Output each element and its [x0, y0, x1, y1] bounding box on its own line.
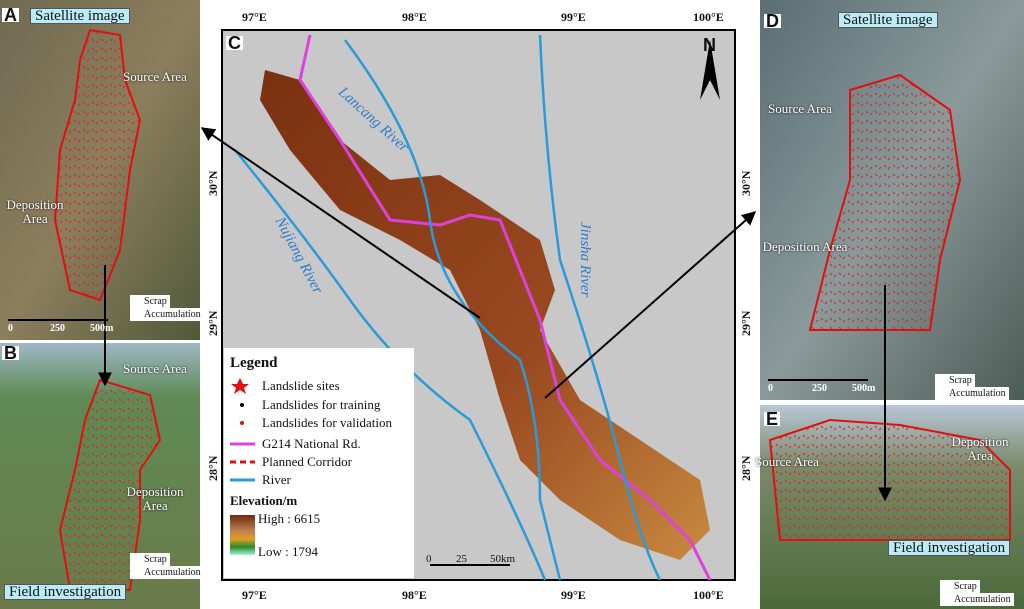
annotation: Deposition Area [951, 434, 1009, 463]
panel-label: C [226, 33, 243, 53]
north-arrow [700, 40, 720, 100]
scale-label: 50km [490, 553, 516, 565]
lon-label: 100°E [693, 10, 724, 24]
river-label: Jinsha River [577, 222, 593, 298]
legend-star [231, 378, 249, 394]
legend-item: Landslide sites [262, 378, 340, 393]
legend-low: Low : 1794 [258, 544, 318, 559]
landslide-outline [808, 73, 962, 331]
lat-label: 29°N [739, 310, 753, 336]
legend-item: Landslides for validation [262, 415, 392, 430]
caption: Satellite image [838, 12, 938, 28]
scale-label: 250 [812, 383, 827, 394]
lat-label: 30°N [739, 170, 753, 196]
key-item: Scrap [130, 553, 170, 566]
scale-label: 25 [456, 553, 467, 565]
lat-label: 28°N [206, 455, 220, 481]
river [538, 34, 662, 581]
caption: Satellite image [30, 8, 130, 24]
river [343, 39, 562, 581]
key-item: Accumulation [130, 566, 204, 579]
scale-label: 500m [90, 323, 114, 334]
key-item: Accumulation [940, 593, 1014, 606]
key-item: Accumulation [130, 308, 204, 321]
north-label: N [703, 35, 716, 55]
annotation: Deposition Area [126, 484, 184, 513]
key-item: Accumulation [935, 387, 1009, 400]
legend-dot [240, 403, 244, 407]
lon-label: 100°E [693, 588, 724, 602]
lat-label: 30°N [206, 170, 220, 196]
annotation: Source Area [123, 361, 187, 376]
scale-label: 250 [50, 323, 65, 334]
landslide-outline [53, 28, 142, 302]
key-item: Scrap [935, 374, 975, 387]
lat-label: 28°N [739, 455, 753, 481]
arrow [200, 127, 481, 319]
lon-label: 99°E [561, 588, 586, 602]
lon-label: 97°E [242, 10, 267, 24]
annotation: Deposition Area [762, 239, 848, 254]
annotation: Source Area [755, 454, 819, 469]
caption: Field investigation [888, 540, 1011, 556]
scale-label: 0 [8, 323, 13, 334]
legend-item: Landslides for training [262, 397, 381, 412]
legend-item: River [262, 472, 291, 487]
legend-subtitle: Elevation/m [230, 493, 298, 508]
panel-label: D [764, 11, 781, 31]
legend-high: High : 6615 [258, 511, 321, 526]
panel-label: B [2, 343, 19, 363]
legend-item: Planned Corridor [262, 454, 352, 469]
scale-label: 0 [768, 383, 773, 394]
legend-item: G214 National Rd. [262, 436, 361, 451]
landslide-outline [768, 418, 1011, 541]
annotation: Deposition Area [6, 197, 64, 226]
annotation: Source Area [768, 101, 832, 116]
lon-label: 97°E [242, 588, 267, 602]
legend-title: Legend [230, 355, 278, 371]
key-item: Scrap [940, 580, 980, 593]
lon-label: 99°E [561, 10, 586, 24]
legend-box [224, 348, 414, 578]
lat-label: 29°N [206, 310, 220, 336]
legend-dot [240, 421, 244, 425]
elevation-ramp [230, 515, 255, 555]
arrow [544, 211, 757, 399]
caption: Field investigation [4, 584, 127, 600]
g214-road [298, 34, 712, 581]
landslide-outline [58, 378, 162, 591]
annotation: Source Area [123, 69, 187, 84]
key-item: Scrap [130, 295, 170, 308]
scale-label: 500m [852, 383, 876, 394]
lon-label: 98°E [402, 588, 427, 602]
panel-label: A [2, 5, 19, 25]
scale-label: 0 [426, 553, 432, 565]
lon-label: 98°E [402, 10, 427, 24]
panel-label: E [764, 409, 781, 429]
